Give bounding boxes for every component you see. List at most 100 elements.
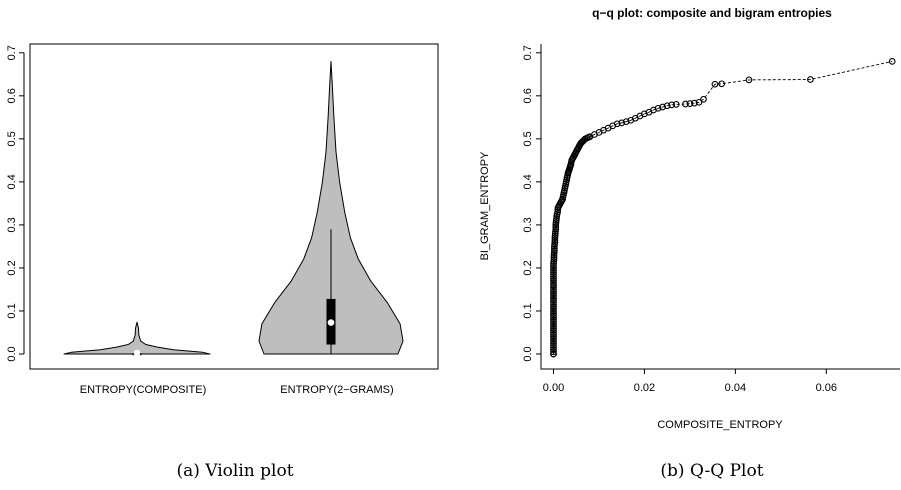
qq-point	[613, 120, 621, 128]
violin-y-tick-label: 0.7	[6, 45, 18, 60]
qq-point	[552, 223, 560, 231]
qq-y-tick-label: 0.5	[522, 131, 534, 146]
qq-point	[668, 101, 676, 109]
qq-point	[550, 329, 557, 336]
qq-point	[550, 301, 557, 308]
qq-point	[550, 348, 557, 356]
qq-y-tick-label: 0.1	[522, 303, 534, 318]
violin-y-tick-label: 0.6	[6, 88, 18, 103]
qq-point	[550, 264, 557, 272]
violin-y-tick-label: 0.2	[6, 260, 18, 275]
qq-point	[654, 104, 662, 112]
qq-point	[550, 253, 558, 261]
qq-y-axis: 0.0 0.1 0.2 0.3 0.4 0.5 0.6 0.7	[522, 45, 541, 362]
qq-point	[550, 335, 557, 343]
qq-x-tick-label: 0.02	[634, 382, 655, 394]
qq-point	[550, 324, 557, 332]
violin-plot-frame	[29, 43, 439, 370]
qq-y-axis-label: BI_GRAM_ENTROPY	[479, 151, 491, 260]
qq-point	[550, 303, 557, 311]
qq-y-tick-label: 0.2	[522, 260, 534, 275]
qq-point	[550, 320, 557, 328]
qq-y-tick-label: 0.7	[522, 45, 534, 60]
violin-y-tick-label: 0.4	[6, 174, 18, 189]
violin-shapes	[63, 60, 404, 357]
qq-point	[807, 76, 814, 83]
qq-point	[550, 307, 557, 315]
qq-point	[551, 247, 558, 255]
qq-point	[550, 273, 557, 280]
violin-y-tick-label: 0.1	[6, 303, 18, 318]
qq-point	[550, 283, 557, 291]
qq-y-tick-label: 0.6	[522, 88, 534, 103]
qq-point	[700, 95, 707, 103]
qq-point	[550, 266, 557, 274]
qq-point	[565, 167, 573, 174]
qq-point	[550, 333, 557, 341]
qq-point	[888, 58, 896, 65]
violin-median	[133, 349, 141, 357]
qq-point	[553, 210, 561, 218]
qq-point	[563, 176, 571, 184]
qq-point	[691, 99, 698, 107]
qq-point	[659, 103, 666, 111]
qq-point	[550, 288, 557, 295]
qq-point	[566, 162, 574, 170]
qq-point	[550, 350, 557, 358]
qq-title: q−q plot: composite and bigram entropies	[592, 6, 832, 20]
qq-point	[550, 316, 557, 323]
qq-point	[585, 134, 592, 141]
qq-plot-panel: q−q plot: composite and bigram entropies…	[479, 6, 900, 481]
qq-point	[745, 76, 753, 84]
qq-point	[550, 258, 558, 265]
qq-point	[551, 245, 558, 252]
qq-point	[551, 240, 558, 248]
violin-shape	[63, 321, 211, 355]
qq-point	[550, 271, 557, 278]
violin-y-axis: 0.0 0.1 0.2 0.3 0.4 0.5 0.6 0.7	[6, 45, 25, 362]
qq-caption: (b) Q-Q Plot	[660, 461, 763, 481]
qq-point	[686, 100, 694, 107]
qq-point	[550, 342, 557, 349]
qq-point	[553, 215, 560, 222]
violin-y-tick-label: 0.3	[6, 217, 18, 232]
qq-x-axis-label: COMPOSITE_ENTROPY	[657, 419, 783, 431]
qq-point	[552, 228, 559, 235]
qq-point	[550, 299, 557, 306]
qq-x-tick-label: 0.06	[816, 382, 837, 394]
qq-point	[672, 101, 680, 108]
qq-point	[550, 296, 557, 304]
qq-point	[550, 337, 557, 345]
qq-point	[550, 344, 557, 351]
qq-point	[561, 184, 569, 192]
qq-point	[558, 197, 566, 204]
qq-point	[718, 80, 726, 88]
violin-plot-panel: 0.0 0.1 0.2 0.3 0.4 0.5 0.6 0.7 ENTROPY(COMPOSI…	[6, 43, 439, 481]
violin-x-labels: ENTROPY(COMPOSITE) ENTROPY(2−GRAMS)	[80, 384, 394, 396]
qq-point	[551, 232, 559, 240]
qq-point	[550, 249, 558, 257]
qq-point	[550, 286, 557, 293]
violin-shape	[258, 60, 404, 355]
qq-x-tick-label: 0.04	[725, 382, 746, 394]
qq-point	[552, 219, 560, 227]
qq-x-axis: 0.00 0.02 0.04 0.06	[543, 369, 837, 394]
qq-point	[550, 339, 557, 347]
qq-point	[682, 100, 689, 108]
qq-dashed-line	[553, 60, 893, 354]
qq-point	[550, 279, 557, 287]
qq-point	[550, 281, 557, 289]
qq-point	[550, 290, 557, 298]
qq-point	[550, 346, 557, 354]
qq-x-tick-label: 0.00	[543, 382, 564, 394]
qq-point	[550, 322, 557, 330]
qq-axis-lines	[540, 44, 900, 370]
qq-point	[622, 118, 630, 125]
qq-point	[562, 180, 570, 188]
qq-point	[550, 318, 557, 326]
qq-point	[711, 80, 719, 88]
qq-y-tick-label: 0.3	[522, 217, 534, 232]
qq-y-tick-label: 0.4	[522, 174, 534, 189]
violin-x-label: ENTROPY(2−GRAMS)	[280, 384, 393, 396]
